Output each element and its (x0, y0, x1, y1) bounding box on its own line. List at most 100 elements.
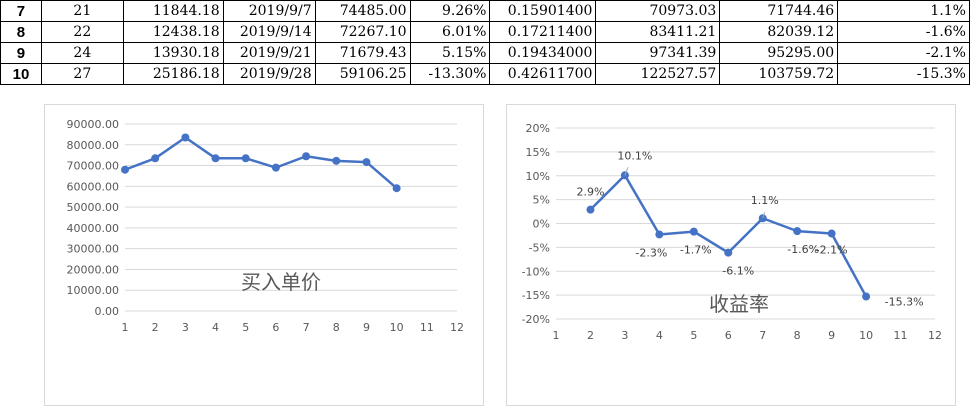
table-cell[interactable]: -13.30% (409, 63, 491, 85)
y-tick-label: 0% (533, 218, 550, 231)
table-cell[interactable]: 83411.21 (595, 21, 721, 43)
data-label: -1.6% (787, 243, 819, 256)
table-cell[interactable]: 25186.18 (122, 63, 224, 85)
table-cell[interactable]: 71679.43 (314, 42, 411, 64)
table-cell[interactable]: 59106.25 (314, 63, 411, 85)
table-row: 7 21 11844.18 2019/9/7 74485.00 9.26% 0.159014… (0, 0, 970, 22)
y-tick-label: 80000.00 (67, 139, 120, 152)
x-tick-label: 8 (794, 329, 801, 342)
table-cell[interactable]: 0.19434000 (489, 42, 597, 64)
data-point[interactable] (362, 158, 371, 167)
table-row: 9 24 13930.18 2019/9/21 71679.43 5.15% 0.19434… (0, 42, 970, 64)
data-point[interactable] (724, 248, 733, 257)
yield-chart-svg: -20%-15%-10%-5%0%5%10%15%20%1 2 3 4 5 6 7 8 9 10 1… (522, 122, 942, 342)
data-point[interactable] (586, 205, 595, 214)
x-tick-label: 2 (587, 329, 594, 342)
x-tick-label: 1 (553, 329, 560, 342)
table-cell[interactable]: 7 (0, 0, 42, 22)
data-point[interactable] (689, 227, 698, 236)
table-cell[interactable]: 72267.10 (314, 21, 411, 43)
x-tick-label: 7 (759, 329, 766, 342)
table-cell[interactable]: -2.1% (837, 42, 970, 64)
y-tick-label: 60000.00 (67, 180, 120, 193)
data-point[interactable] (392, 184, 401, 193)
yield-chart[interactable]: -20% -15% -10% -5% 0% 5% 10% 15% 20% 1 2 3 4 5 6 7 8 9 10 1… (506, 104, 956, 406)
table-cell[interactable]: 71744.46 (719, 0, 839, 22)
data-table: 7 21 11844.18 2019/9/7 74485.00 9.26% 0.159014… (0, 0, 970, 85)
data-label: -15.3% (885, 296, 924, 309)
table-cell[interactable]: 0.42611700 (489, 63, 597, 85)
series-line (589, 174, 868, 298)
data-label: 2.9% (576, 186, 604, 199)
y-tick-label: 90000.00 (67, 118, 120, 131)
table-cell[interactable]: -1.6% (837, 21, 970, 43)
table-cell[interactable]: 10 (0, 63, 42, 85)
x-tick-label: 9 (363, 321, 370, 334)
data-point[interactable] (151, 154, 160, 163)
y-tick-label: -10% (522, 265, 550, 278)
data-label: -1.7% (680, 244, 712, 257)
data-point[interactable] (793, 227, 802, 236)
data-label: -6.1% (722, 265, 754, 278)
table-cell[interactable]: 12438.18 (122, 21, 224, 43)
data-label-leader (762, 212, 766, 219)
table-cell[interactable]: 70973.03 (595, 0, 721, 22)
y-tick-label: -15% (522, 289, 550, 302)
table-cell[interactable]: 0.17211400 (489, 21, 597, 43)
data-point[interactable] (302, 152, 311, 161)
data-point[interactable] (620, 171, 629, 180)
y-tick-label: -20% (522, 313, 550, 326)
data-point[interactable] (181, 133, 190, 142)
data-label: 10.1% (617, 149, 652, 162)
unit-price-chart[interactable]: 0.00 10000.00 20000.00 30000.00 40000.00 5000… (44, 104, 484, 406)
data-point[interactable] (211, 154, 220, 163)
table-cell[interactable]: 2019/9/7 (222, 0, 316, 22)
table-cell[interactable]: 95295.00 (719, 42, 839, 64)
table-cell[interactable]: 82039.12 (719, 21, 839, 43)
table-cell[interactable]: 0.15901400 (489, 0, 597, 22)
table-cell[interactable]: 22 (40, 21, 124, 43)
table-cell[interactable]: 5.15% (409, 42, 491, 64)
table-cell[interactable]: 24 (40, 42, 124, 64)
table-cell[interactable]: 97341.39 (595, 42, 721, 64)
table-cell[interactable]: 11844.18 (122, 0, 224, 22)
y-tick-label: -5% (529, 241, 550, 254)
table-cell[interactable]: -15.3% (837, 63, 970, 85)
table-cell[interactable]: 13930.18 (122, 42, 224, 64)
data-point[interactable] (121, 165, 129, 174)
y-tick-label: 50000.00 (67, 201, 120, 214)
data-point[interactable] (655, 230, 664, 239)
data-point[interactable] (862, 292, 871, 301)
table-cell[interactable]: 2019/9/21 (222, 42, 316, 64)
data-point[interactable] (332, 156, 341, 165)
data-label-leader (624, 167, 629, 176)
data-point[interactable] (271, 163, 280, 172)
y-tick-label: 30000.00 (67, 243, 120, 256)
table-cell[interactable]: 103759.72 (719, 63, 839, 85)
table-cell[interactable]: 8 (0, 21, 42, 43)
x-tick-label: 5 (242, 321, 249, 334)
chart-title: 收益率 (709, 292, 769, 316)
table-row: 8 22 12438.18 2019/9/14 72267.10 6.01% 0.17211… (0, 21, 970, 43)
table-cell[interactable]: 122527.57 (595, 63, 721, 85)
data-label: 1.1% (751, 194, 779, 207)
x-tick-label: 6 (725, 329, 732, 342)
table-cell[interactable]: 2019/9/14 (222, 21, 316, 43)
table-cell[interactable]: 6.01% (409, 21, 491, 43)
x-tick-label: 3 (182, 321, 189, 334)
data-point[interactable] (241, 154, 250, 163)
data-point[interactable] (827, 229, 836, 238)
table-cell[interactable]: 9.26% (409, 0, 491, 22)
table-cell[interactable]: 21 (40, 0, 124, 22)
table-cell[interactable]: 9 (0, 42, 42, 64)
y-tick-label: 10000.00 (67, 284, 120, 297)
y-tick-label: 15% (526, 146, 550, 159)
table-cell[interactable]: 2019/9/28 (222, 63, 316, 85)
x-tick-label: 5 (690, 329, 697, 342)
table-cell[interactable]: 74485.00 (314, 0, 411, 22)
y-tick-label: 70000.00 (67, 160, 120, 173)
x-tick-label: 6 (272, 321, 279, 334)
table-cell[interactable]: 27 (40, 63, 124, 85)
x-tick-label: 10 (390, 321, 404, 334)
table-cell[interactable]: 1.1% (837, 0, 970, 22)
